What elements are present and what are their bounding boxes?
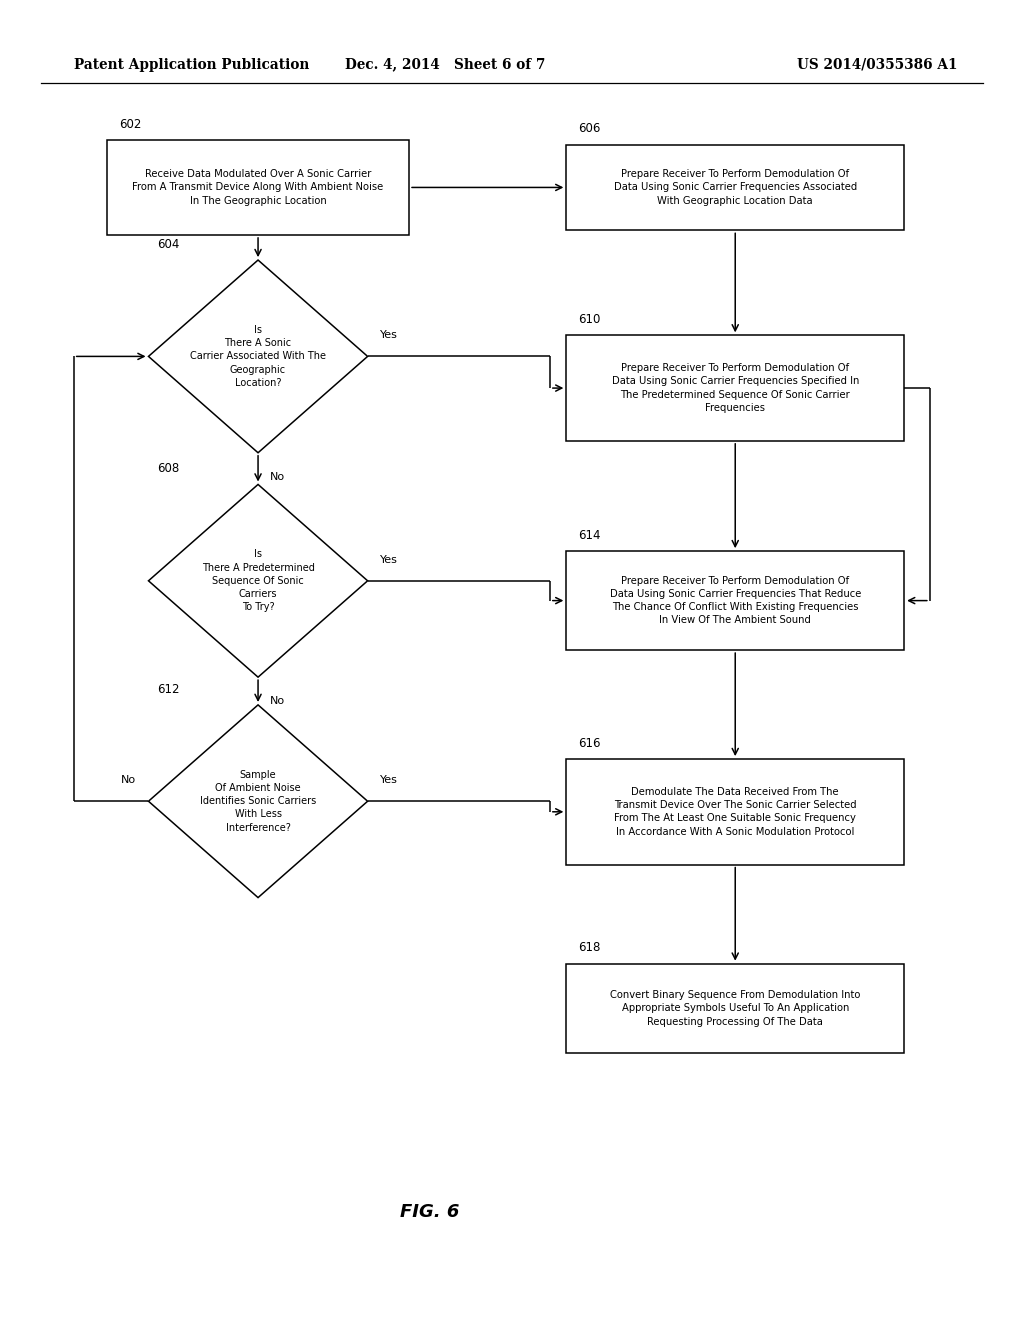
Text: Patent Application Publication: Patent Application Publication <box>74 58 309 71</box>
Text: Yes: Yes <box>380 554 397 565</box>
FancyBboxPatch shape <box>566 144 904 230</box>
Text: 610: 610 <box>579 313 601 326</box>
Text: 604: 604 <box>157 238 179 251</box>
Text: 618: 618 <box>579 941 601 954</box>
Text: 608: 608 <box>157 462 179 475</box>
Text: Yes: Yes <box>380 330 397 341</box>
Text: 602: 602 <box>119 117 141 131</box>
Text: Is
There A Sonic
Carrier Associated With The
Geographic
Location?: Is There A Sonic Carrier Associated With… <box>190 325 326 388</box>
FancyBboxPatch shape <box>108 140 409 235</box>
Text: Receive Data Modulated Over A Sonic Carrier
From A Transmit Device Along With Am: Receive Data Modulated Over A Sonic Carr… <box>132 169 384 206</box>
Text: Yes: Yes <box>380 775 397 785</box>
Text: Prepare Receiver To Perform Demodulation Of
Data Using Sonic Carrier Frequencies: Prepare Receiver To Perform Demodulation… <box>611 363 859 413</box>
FancyBboxPatch shape <box>566 964 904 1053</box>
Text: US 2014/0355386 A1: US 2014/0355386 A1 <box>797 58 957 71</box>
Polygon shape <box>148 705 368 898</box>
Text: Is
There A Predetermined
Sequence Of Sonic
Carriers
To Try?: Is There A Predetermined Sequence Of Son… <box>202 549 314 612</box>
Text: FIG. 6: FIG. 6 <box>400 1203 460 1221</box>
Text: Demodulate The Data Received From The
Transmit Device Over The Sonic Carrier Sel: Demodulate The Data Received From The Tr… <box>614 787 856 837</box>
FancyBboxPatch shape <box>566 335 904 441</box>
Text: Convert Binary Sequence From Demodulation Into
Appropriate Symbols Useful To An : Convert Binary Sequence From Demodulatio… <box>610 990 860 1027</box>
Text: 616: 616 <box>579 737 601 750</box>
Polygon shape <box>148 260 368 453</box>
Text: No: No <box>270 471 286 482</box>
Text: Prepare Receiver To Perform Demodulation Of
Data Using Sonic Carrier Frequencies: Prepare Receiver To Perform Demodulation… <box>613 169 857 206</box>
Text: No: No <box>270 696 286 706</box>
Text: Prepare Receiver To Perform Demodulation Of
Data Using Sonic Carrier Frequencies: Prepare Receiver To Perform Demodulation… <box>609 576 861 626</box>
FancyBboxPatch shape <box>566 552 904 649</box>
Text: Dec. 4, 2014   Sheet 6 of 7: Dec. 4, 2014 Sheet 6 of 7 <box>345 58 546 71</box>
Polygon shape <box>148 484 368 677</box>
Text: 606: 606 <box>579 123 601 135</box>
Text: 612: 612 <box>157 682 179 696</box>
FancyBboxPatch shape <box>566 759 904 865</box>
Text: Sample
Of Ambient Noise
Identifies Sonic Carriers
With Less
Interference?: Sample Of Ambient Noise Identifies Sonic… <box>200 770 316 833</box>
Text: No: No <box>121 775 136 785</box>
Text: 614: 614 <box>579 529 601 541</box>
